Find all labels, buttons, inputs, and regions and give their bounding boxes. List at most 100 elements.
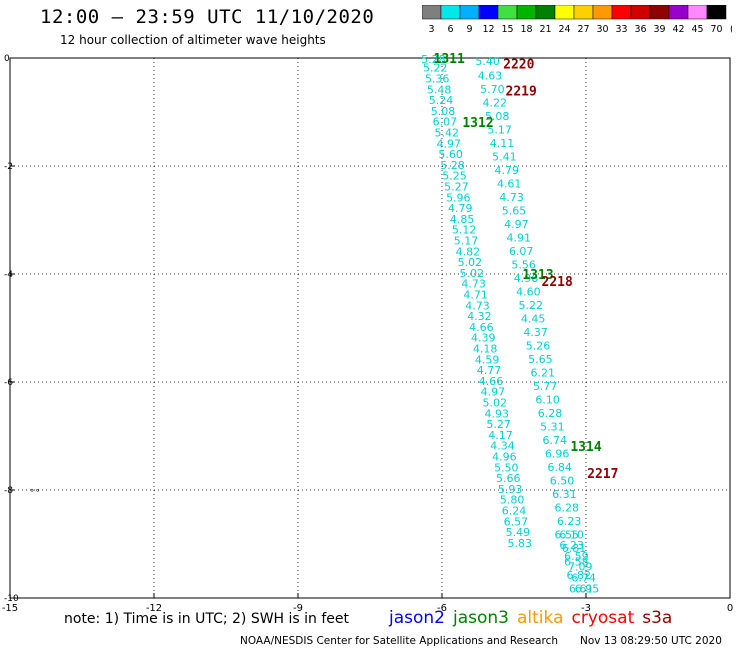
legend-entry-cryosat: cryosat: [571, 608, 635, 628]
pass-time-label: 1313: [522, 268, 553, 283]
x-tick-label: -12: [146, 603, 162, 614]
y-tick-label: -8: [4, 486, 13, 496]
colorbar-level-label: 30: [596, 24, 608, 35]
wave-height-label-track-b: 5.56: [511, 258, 536, 271]
wave-height-label-track-a: 5.02: [483, 397, 508, 410]
wave-height-label-track-a: 4.82: [456, 245, 481, 258]
colorbar-level-label: 42: [672, 24, 684, 35]
wave-height-label-track-b: 6.07: [509, 245, 534, 258]
colorbar-level-label: 21: [539, 24, 551, 35]
wave-height-label-track-c: 6.55: [555, 528, 580, 541]
pass-time-label: 2220: [503, 57, 534, 72]
colorbar-swatch: [706, 5, 727, 20]
satellite-legend: jason2 jason3 altika cryosat s3a: [389, 608, 680, 628]
chart-title: 12:00 – 23:59 UTC 11/10/2020: [40, 6, 375, 28]
wave-height-label-track-b: 6.23: [557, 515, 582, 528]
wave-height-label-track-b: 5.65: [502, 204, 527, 217]
wave-height-label-track-a: 5.17: [454, 235, 479, 248]
position-marker: ∘∘: [29, 486, 40, 496]
colorbar-level-label: 39: [653, 24, 665, 35]
wave-height-label-track-a: 4.96: [492, 451, 517, 464]
wave-height-label-track-b: 6.81: [562, 542, 587, 555]
footer-note: note: 1) Time is in UTC; 2) SWH is in fe…: [64, 611, 350, 627]
wave-height-label-track-a: 5.25: [442, 170, 467, 183]
colorbar-unit: (ft): [730, 24, 732, 35]
pass-time-label: 2219: [506, 84, 537, 99]
wave-height-label-track-a: 5.22: [423, 62, 448, 75]
wave-height-label-track-b: 4.60: [516, 285, 541, 298]
chart-subtitle: 12 hour collection of altimeter wave hei…: [60, 33, 326, 47]
wave-height-label-track-a: 5.24: [429, 94, 454, 107]
colorbar-level-label: 36: [634, 24, 646, 35]
wave-height-label-track-a: 5.80: [500, 494, 525, 507]
colorbar-level-label: 3: [428, 24, 434, 35]
legend-entry-s3a: s3a: [642, 608, 673, 628]
wave-height-label-track-b: 5.31: [540, 420, 565, 433]
wave-height-label-track-a: 4.77: [477, 364, 502, 377]
wave-height-label-track-a: 5.60: [438, 148, 463, 161]
x-tick-label: -6: [437, 603, 447, 614]
colorbar-level-label: 33: [615, 24, 627, 35]
plot-frame: [9, 57, 731, 599]
wave-height-label-track-c: 7.09: [568, 561, 593, 574]
colorbar-level-label: 15: [501, 24, 513, 35]
wave-height-label-track-b: 6.82: [567, 569, 592, 582]
wave-height-label-track-a: 4.39: [471, 332, 496, 345]
wave-height-label-track-b: 4.61: [497, 177, 522, 190]
wave-height-label-track-c: 6.95: [575, 582, 600, 595]
x-tick-label: -9: [293, 603, 303, 614]
x-tick-label: -3: [581, 603, 591, 614]
colorbar-level-label: 24: [558, 24, 570, 35]
wave-height-label-track-b: 4.91: [507, 231, 532, 244]
wave-height-label-track-a: 4.73: [465, 299, 490, 312]
wave-height-label-track-b: 4.22: [483, 96, 508, 109]
legend-entry-jason2: jason2: [389, 608, 445, 628]
wave-height-label-track-a: 4.18: [473, 343, 498, 356]
wave-height-label-track-a: 4.66: [469, 321, 494, 334]
wave-height-label-track-b: 6.50: [550, 474, 575, 487]
wave-height-label-track-b: 6.31: [552, 488, 577, 501]
wave-height-label-track-a: 5.28: [421, 53, 446, 66]
wave-height-label-track-a: 4.79: [448, 202, 473, 215]
wave-height-label-track-a: 4.59: [475, 353, 500, 366]
footer-credit: NOAA/NESDIS Center for Satellite Applica…: [240, 635, 558, 647]
wave-height-label-track-b: 5.26: [526, 339, 551, 352]
wave-height-label-track-b: 6.61: [569, 582, 594, 595]
wave-height-label-track-b: 4.73: [499, 191, 524, 204]
wave-height-label-track-a: 4.97: [436, 137, 461, 150]
y-tick-label: 0: [4, 54, 10, 64]
wave-height-label-track-b: 5.22: [519, 299, 544, 312]
wave-height-label-track-a: 6.57: [504, 515, 529, 528]
wave-height-label-track-b: 4.11: [490, 137, 515, 150]
wave-height-label-track-a: 5.48: [427, 83, 452, 96]
wave-height-label-track-b: 6.74: [543, 434, 568, 447]
legend-entry-jason3: jason3: [453, 608, 509, 628]
colorbar-level-label: 45: [691, 24, 703, 35]
wave-height-label-track-b: 5.65: [528, 353, 553, 366]
wave-height-label-track-a: 4.71: [463, 289, 488, 302]
pass-time-label: 1312: [462, 116, 493, 131]
wave-height-label-track-a: 5.96: [446, 191, 471, 204]
wave-height-label-track-a: 5.28: [440, 159, 465, 172]
pass-time-label: 1311: [434, 52, 465, 67]
colorbar-level-label: 12: [482, 24, 494, 35]
wave-height-label-track-a: 5.36: [425, 73, 450, 86]
wave-height-label-track-a: 4.97: [481, 386, 506, 399]
wave-height-label-track-b: 4.63: [478, 69, 503, 82]
wave-height-label-track-b: 5.08: [485, 110, 510, 123]
wave-height-label-track-a: 4.85: [450, 213, 475, 226]
legend-entry-altika: altika: [517, 608, 564, 628]
wave-height-label-track-b: 5.17: [487, 123, 512, 136]
wave-height-label-track-a: 6.07: [433, 116, 458, 129]
wave-height-label-track-a: 4.73: [461, 278, 486, 291]
wave-height-label-track-b: 5.77: [533, 380, 558, 393]
wave-height-label-track-a: 5.08: [431, 105, 456, 118]
wave-height-label-track-b: 6.10: [535, 393, 560, 406]
wave-height-label-track-a: 5.66: [496, 472, 521, 485]
wave-height-label-track-a: 6.24: [502, 505, 527, 518]
wave-height-label-track-a: 4.34: [490, 440, 515, 453]
wave-height-label-track-b: 6.28: [555, 501, 580, 514]
wave-height-label-track-a: 4.17: [488, 429, 513, 442]
